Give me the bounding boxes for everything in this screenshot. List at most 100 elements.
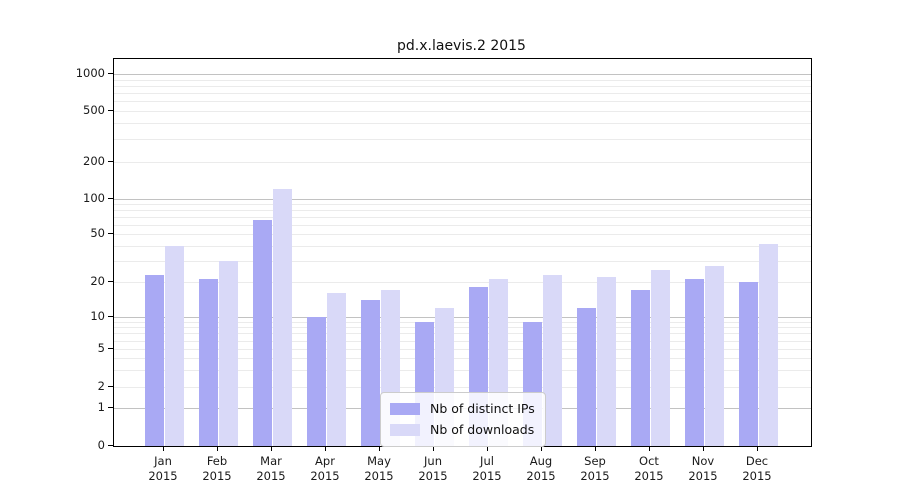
y-tick-mark-500 [108,110,113,111]
y-tick-label-10: 10 [90,309,105,323]
x-tick-month: Feb [206,454,228,468]
minor-gridline-4 [114,358,811,360]
minor-gridline-50 [114,234,811,235]
minor-gridline-600 [114,101,811,103]
y-tick-label-5: 5 [97,341,105,355]
x-tick-mark-oct [649,446,650,451]
x-tick-month: Nov [691,454,715,468]
minor-gridline-80 [114,210,811,212]
x-tick-mark-mar [271,446,272,451]
y-tick-mark-0 [108,445,113,446]
y-tick-mark-200 [108,161,113,162]
major-gridline-1000 [114,74,811,75]
bar-may-distinct-ips [360,300,380,446]
minor-gridline-3 [114,370,811,372]
minor-gridline-700 [114,93,811,95]
x-tick-year: 2015 [148,469,178,483]
x-tick-mark-jan [163,446,164,451]
y-tick-label-200: 200 [83,154,105,168]
major-gridline-100 [114,199,811,200]
legend-swatch-distinct-ips [390,402,420,415]
x-tick-mark-dec [757,446,758,451]
x-tick-label-jul: Jul 2015 [459,454,515,484]
bar-jan-downloads [164,245,184,446]
x-tick-month: Apr [315,454,335,468]
legend-item-downloads: Nb of downloads [390,419,535,440]
x-tick-year: 2015 [688,469,718,483]
x-tick-year: 2015 [202,469,232,483]
x-tick-mark-nov [703,446,704,451]
y-tick-label-100: 100 [83,191,105,205]
x-tick-label-oct: Oct 2015 [621,454,677,484]
bar-nov-distinct-ips [684,279,704,446]
y-tick-label-1000: 1000 [75,66,105,80]
x-tick-month: Dec [745,454,769,468]
minor-gridline-900 [114,79,811,81]
x-tick-mark-jul [487,446,488,451]
y-tick-mark-10 [108,316,113,317]
y-tick-label-20: 20 [90,274,105,288]
minor-gridline-2 [114,387,811,388]
x-tick-year: 2015 [634,469,664,483]
x-tick-year: 2015 [418,469,448,483]
minor-gridline-800 [114,85,811,87]
y-tick-mark-2 [108,386,113,387]
legend-swatch-downloads [390,423,420,436]
minor-gridline-8 [114,327,811,329]
x-tick-month: Sep [584,454,606,468]
minor-gridline-300 [114,139,811,141]
x-tick-month: Jul [480,454,494,468]
legend-item-distinct-ips: Nb of distinct IPs [390,398,535,419]
x-tick-month: Oct [639,454,659,468]
y-tick-label-0: 0 [97,438,105,452]
x-tick-label-jun: Jun 2015 [405,454,461,484]
bar-mar-downloads [272,189,292,446]
bar-oct-distinct-ips [630,290,650,446]
minor-gridline-6 [114,340,811,342]
x-tick-mark-may [379,446,380,451]
x-tick-year: 2015 [256,469,286,483]
y-tick-mark-1 [108,407,113,408]
y-tick-label-500: 500 [83,103,105,117]
plot-area: Nb of distinct IPs Nb of downloads [113,58,812,447]
x-tick-year: 2015 [742,469,772,483]
x-tick-month: Jan [154,454,172,468]
legend-label-downloads: Nb of downloads [430,422,535,437]
minor-gridline-40 [114,245,811,247]
minor-gridline-7 [114,333,811,335]
minor-gridline-5 [114,349,811,350]
x-tick-label-feb: Feb 2015 [189,454,245,484]
minor-gridline-90 [114,204,811,206]
x-tick-label-aug: Aug 2015 [513,454,569,484]
x-tick-year: 2015 [364,469,394,483]
x-tick-label-sep: Sep 2015 [567,454,623,484]
x-tick-month: Mar [260,454,282,468]
y-tick-mark-20 [108,281,113,282]
x-tick-year: 2015 [526,469,556,483]
legend: Nb of distinct IPs Nb of downloads [380,392,546,447]
bar-mar-distinct-ips [252,219,272,446]
x-tick-year: 2015 [580,469,610,483]
y-tick-label-1: 1 [97,400,105,414]
minor-gridline-70 [114,217,811,218]
minor-gridline-20 [114,282,811,283]
legend-label-distinct-ips: Nb of distinct IPs [430,401,535,416]
x-tick-mark-sep [595,446,596,451]
chart-title: pd.x.laevis.2 2015 [397,38,526,54]
minor-gridline-30 [114,260,811,262]
x-tick-mark-feb [217,446,218,451]
x-tick-year: 2015 [310,469,340,483]
bar-apr-distinct-ips [306,317,326,446]
bar-apr-downloads [326,293,346,446]
y-tick-mark-100 [108,198,113,199]
bar-feb-distinct-ips [198,279,218,446]
y-tick-label-2: 2 [97,379,105,393]
y-tick-mark-5 [108,348,113,349]
bar-sep-distinct-ips [576,307,596,446]
x-tick-year: 2015 [472,469,502,483]
bar-sep-downloads [596,277,616,446]
bar-nov-downloads [704,266,724,446]
x-tick-label-may: May 2015 [351,454,407,484]
x-tick-label-dec: Dec 2015 [729,454,785,484]
